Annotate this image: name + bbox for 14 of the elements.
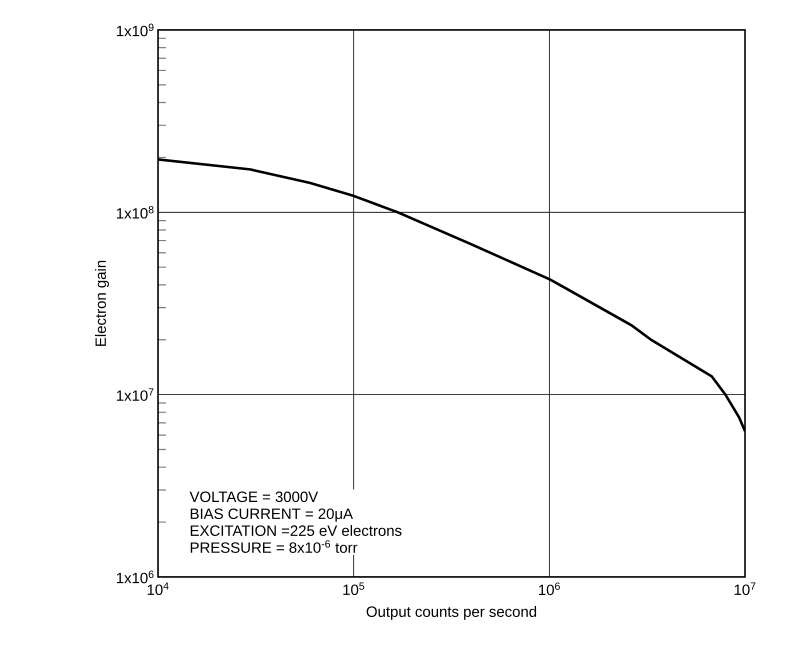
annotation: PRESSURE = 8x10$^{-6}$ torr — [190, 540, 358, 553]
y-tick-label: 1x10$^{7}$ — [116, 388, 154, 401]
x-tick-label: 10$^{7}$ — [734, 582, 756, 596]
y-tick-label: 1x10$^{9}$ — [116, 24, 154, 36]
x-tick-label: 10$^{6}$ — [539, 582, 560, 596]
x-tick-label: 10$^{5}$ — [343, 582, 364, 596]
x-tick-label: 10$^{4}$ — [148, 582, 169, 596]
y-tick-label: 1x10$^{6}$ — [116, 570, 154, 584]
x-axis-title: Output counts per second — [366, 606, 536, 620]
annotation: BIAS CURRENT = 20μA — [190, 508, 354, 522]
annotation: VOLTAGE = 3000V — [190, 492, 318, 502]
y-axis-title: Electron gain — [95, 260, 109, 346]
y-tick-label: 1x10$^{8}$ — [116, 206, 154, 219]
annotation: EXCITATION =225 eV electrons — [190, 524, 402, 536]
